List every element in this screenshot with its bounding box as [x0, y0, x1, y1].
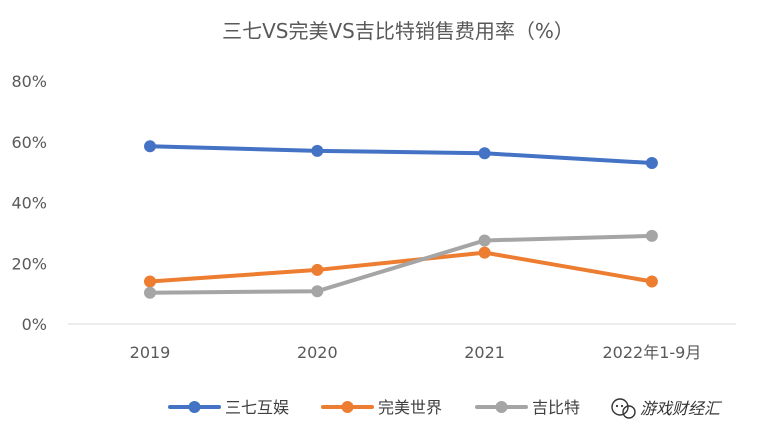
data-point: [478, 234, 491, 247]
x-tick-label: 2020: [297, 343, 338, 362]
x-tick-label: 2019: [130, 343, 171, 362]
y-tick-label: 80%: [11, 72, 47, 91]
data-point: [478, 246, 491, 259]
data-point: [144, 140, 156, 153]
x-tick-label: 2021: [464, 343, 505, 362]
data-point: [645, 275, 658, 288]
y-tick-label: 40%: [11, 194, 47, 213]
chart-title: 三七VS完美VS吉比特销售费用率（%）: [222, 19, 574, 43]
x-axis-ticks: 2019 2020 2021 2022年1-9月: [130, 343, 702, 362]
data-point: [311, 263, 324, 276]
data-point: [311, 285, 324, 298]
series-line: [148, 250, 654, 284]
series-group: [144, 140, 658, 299]
legend: 三七互娱 完美世界 吉比特: [168, 398, 580, 417]
y-tick-label: 0%: [22, 315, 47, 334]
legend-marker: [188, 401, 201, 413]
x-tick-label: 2022年1-9月: [602, 343, 701, 362]
series-line: [148, 144, 654, 166]
data-point: [645, 229, 658, 242]
data-point: [645, 157, 658, 170]
data-point: [144, 275, 156, 288]
legend-marker: [495, 401, 508, 413]
data-point: [478, 147, 491, 160]
legend-label: 完美世界: [378, 398, 442, 417]
legend-label: 吉比特: [532, 398, 580, 417]
watermark: 游戏财经汇: [611, 398, 723, 419]
legend-marker: [341, 401, 354, 413]
y-tick-label: 60%: [11, 133, 47, 152]
watermark-text: 游戏财经汇: [640, 399, 723, 418]
series-line: [148, 233, 654, 295]
y-tick-label: 20%: [11, 254, 47, 273]
y-axis-ticks: 0% 20% 40% 60% 80%: [11, 72, 47, 334]
data-point: [144, 286, 156, 299]
wechat-icon: [611, 398, 636, 419]
data-point: [311, 144, 324, 157]
legend-label: 三七互娱: [225, 398, 289, 417]
